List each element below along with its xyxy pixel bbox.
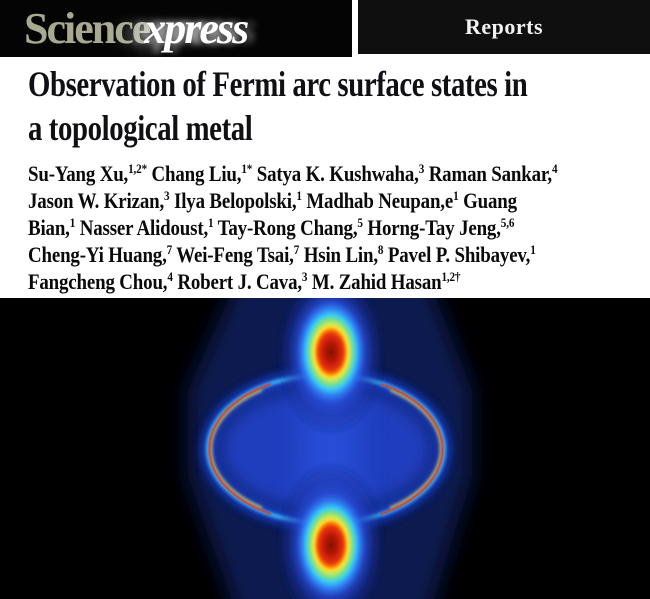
section-label: Reports	[464, 14, 544, 39]
author-line: Cheng-Yi Huang,7 Wei-Feng Tsai,7 Hsin Li…	[28, 242, 536, 267]
author-line: Su-Yang Xu,1,2* Chang Liu,1* Satya K. Ku…	[28, 161, 558, 186]
author-line: Bian,1 Nasser Alidoust,1 Tay-Rong Chang,…	[28, 215, 515, 240]
contour-hot-arc-left-yellow	[209, 388, 263, 510]
contour-hot-arc-left-red	[208, 383, 272, 515]
fermi-surface-heatmap	[0, 298, 650, 599]
fermi-surface-figure	[0, 298, 650, 599]
author-affiliation-superscript: 1	[208, 215, 214, 230]
sciencexpress-logo-xpress: xpress	[144, 4, 249, 53]
author-affiliation-superscript: 3	[301, 269, 308, 284]
article-title: Observation of Fermi arc surface states …	[28, 62, 620, 150]
hotspot-top	[275, 298, 387, 436]
author-affiliation-superscript: 1	[530, 242, 536, 257]
banner-divider	[352, 0, 358, 57]
article-title-line2: a topological metal	[28, 108, 253, 148]
author-affiliation-superscript: 4	[551, 161, 558, 176]
section-box: Reports	[358, 0, 650, 54]
author-affiliation-superscript: 1,2†	[441, 269, 461, 284]
contour-hot-arc-right-red	[380, 383, 444, 515]
author-affiliation-superscript: 8	[377, 242, 384, 257]
author-block: Su-Yang Xu,1,2* Chang Liu,1* Satya K. Ku…	[28, 160, 647, 295]
author-affiliation-superscript: 1	[69, 215, 76, 230]
author-affiliation-superscript: 1,2*	[128, 161, 147, 176]
hotspot-bottom	[275, 461, 387, 599]
author-line: Jason W. Krizan,3 Ilya Belopolski,1 Madh…	[28, 188, 517, 213]
sciencexpress-logo-box: Science xpress	[0, 0, 352, 57]
author-affiliation-superscript: 4	[167, 269, 173, 284]
author-affiliation-superscript: 7	[166, 242, 173, 257]
sciencexpress-logo-science: Science	[24, 4, 151, 53]
author-affiliation-superscript: 3	[164, 188, 170, 203]
author-affiliation-superscript: 1	[296, 188, 302, 203]
author-affiliation-superscript: 5	[357, 215, 363, 230]
author-affiliation-superscript: 7	[293, 242, 300, 257]
author-line: Fangcheng Chou,4 Robert J. Cava,3 M. Zah…	[28, 269, 461, 294]
author-affiliation-superscript: 1	[453, 188, 459, 203]
masthead-banner: Science xpress Reports	[0, 0, 650, 57]
author-affiliation-superscript: 3	[418, 161, 425, 176]
author-affiliation-superscript: 5,6	[500, 215, 515, 230]
article-title-line1: Observation of Fermi arc surface states …	[28, 64, 528, 104]
contour-hot-arc-right-yellow	[389, 388, 443, 510]
author-affiliation-superscript: 1*	[241, 161, 253, 176]
